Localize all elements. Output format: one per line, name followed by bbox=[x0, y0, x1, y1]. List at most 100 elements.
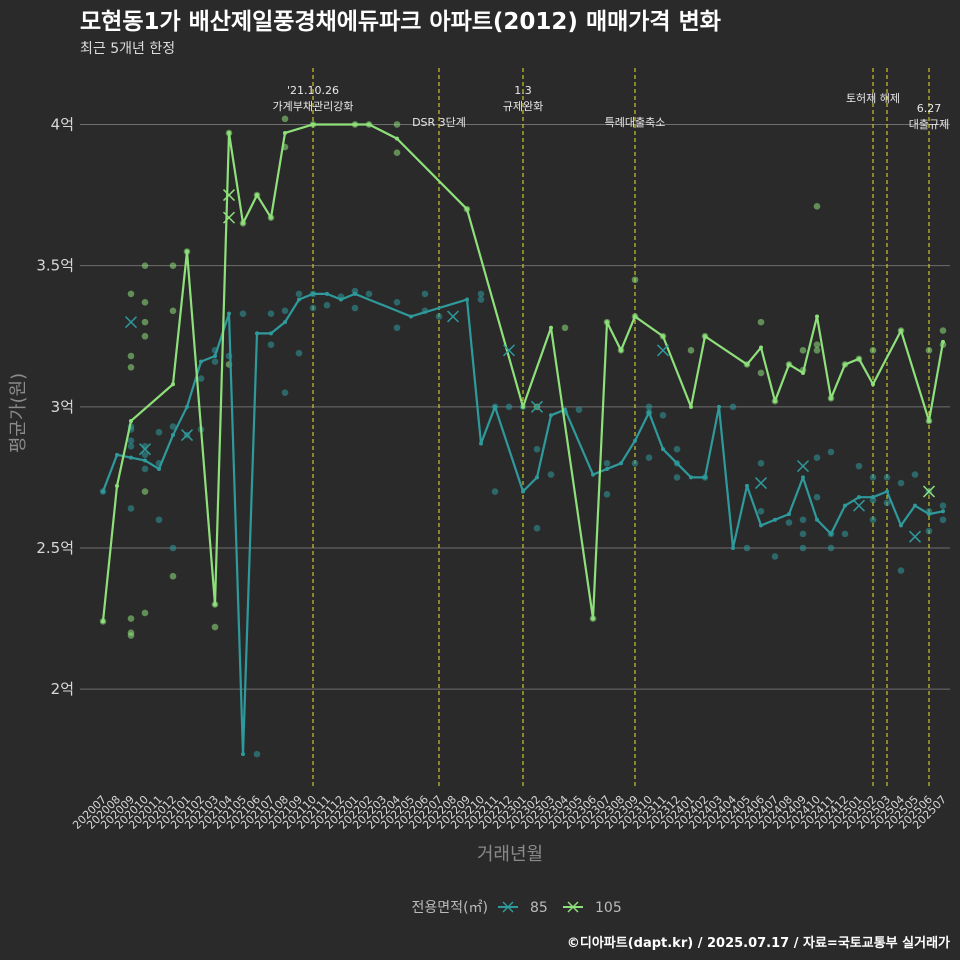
y-tick-label: 4억 bbox=[51, 115, 74, 133]
point-105 bbox=[141, 299, 149, 306]
point-105 bbox=[141, 609, 149, 617]
series-marker-85 bbox=[717, 404, 721, 409]
series-marker-85 bbox=[353, 291, 357, 296]
point-85 bbox=[127, 443, 135, 450]
y-tick-label: 2억 bbox=[51, 680, 74, 698]
point-105 bbox=[393, 149, 401, 157]
point-105 bbox=[869, 347, 877, 354]
cancelled-cross-icon-85 bbox=[754, 477, 768, 490]
series-marker-85 bbox=[213, 354, 217, 358]
series-marker-85 bbox=[773, 517, 777, 522]
series-marker-85 bbox=[675, 461, 679, 466]
point-85 bbox=[897, 567, 905, 574]
point-85 bbox=[785, 519, 793, 526]
series-marker-85 bbox=[185, 404, 189, 409]
series-marker-105 bbox=[857, 356, 861, 361]
point-105 bbox=[141, 262, 149, 269]
series-marker-105 bbox=[871, 382, 875, 387]
legend-item-85: 85 bbox=[498, 900, 548, 916]
series-marker-85 bbox=[227, 311, 231, 316]
cancelled-cross-icon-85 bbox=[502, 344, 516, 357]
series-marker-85 bbox=[157, 466, 161, 471]
series-marker-85 bbox=[745, 483, 749, 488]
series-marker-105 bbox=[171, 382, 175, 387]
point-105 bbox=[127, 632, 135, 639]
point-85 bbox=[841, 530, 849, 538]
point-85 bbox=[897, 479, 905, 487]
point-85 bbox=[827, 448, 835, 456]
series-marker-105 bbox=[213, 602, 217, 607]
y-axis-title: 평균가(원) bbox=[8, 373, 29, 453]
point-85 bbox=[673, 474, 681, 481]
point-85 bbox=[603, 491, 611, 498]
legend-cross-icon-85 bbox=[502, 901, 514, 913]
annotation-label: DSR 3단계 bbox=[412, 116, 466, 129]
series-marker-105 bbox=[521, 404, 525, 409]
point-105 bbox=[561, 324, 569, 332]
point-105 bbox=[631, 276, 639, 284]
point-85 bbox=[267, 310, 275, 317]
point-85 bbox=[855, 462, 863, 470]
point-85 bbox=[505, 403, 513, 411]
series-marker-85 bbox=[885, 489, 889, 494]
annotation-label: 1.3 bbox=[514, 84, 532, 97]
point-105 bbox=[925, 347, 933, 354]
chart-caption: ©디아파트(dapt.kr) / 2025.07.17 / 자료=국토교통부 실… bbox=[567, 935, 950, 951]
series-marker-85 bbox=[731, 546, 735, 550]
point-85 bbox=[939, 502, 947, 509]
legend-label-105: 105 bbox=[595, 900, 622, 916]
series-marker-105 bbox=[941, 339, 945, 344]
series-marker-85 bbox=[871, 495, 875, 500]
cancelled-cross-icon-85 bbox=[180, 429, 194, 442]
annotation-label: 가계부채관리강화 bbox=[273, 100, 354, 113]
point-85 bbox=[631, 459, 639, 467]
series-marker-85 bbox=[787, 512, 791, 517]
point-105 bbox=[687, 347, 695, 354]
point-105 bbox=[127, 352, 135, 360]
series-marker-85 bbox=[619, 461, 623, 466]
point-85 bbox=[645, 454, 653, 461]
cancelled-cross-icon-85 bbox=[908, 530, 922, 543]
series-marker-105 bbox=[241, 221, 245, 226]
legend-title: 전용면적(㎡) bbox=[412, 900, 488, 916]
series-marker-105 bbox=[899, 328, 903, 333]
point-105 bbox=[169, 262, 177, 269]
point-85 bbox=[477, 296, 485, 303]
point-85 bbox=[813, 493, 821, 501]
point-85 bbox=[351, 287, 359, 295]
legend-item-105: 105 bbox=[563, 900, 622, 916]
legend: 전용면적(㎡) 85 105 bbox=[412, 900, 622, 916]
annotation-label: 토허제 해제 bbox=[846, 91, 900, 105]
series-marker-85 bbox=[339, 297, 343, 302]
chart-subtitle: 최근 5개년 한정 bbox=[80, 41, 175, 57]
point-85 bbox=[883, 474, 891, 481]
point-85 bbox=[393, 299, 401, 306]
point-85 bbox=[421, 290, 429, 298]
series-marker-85 bbox=[311, 291, 315, 296]
series-marker-85 bbox=[703, 475, 707, 480]
annotation-label: 6.27 bbox=[917, 102, 942, 115]
point-85 bbox=[547, 471, 555, 478]
series-marker-85 bbox=[409, 314, 413, 319]
cancelled-cross-icon-85 bbox=[796, 460, 810, 473]
point-85 bbox=[771, 553, 779, 560]
point-105 bbox=[127, 615, 135, 622]
series-marker-105 bbox=[185, 249, 189, 254]
point-105 bbox=[141, 332, 149, 340]
point-85 bbox=[169, 544, 177, 552]
series-marker-105 bbox=[353, 122, 357, 127]
point-85 bbox=[883, 499, 891, 507]
point-85 bbox=[141, 465, 149, 473]
series-marker-105 bbox=[787, 362, 791, 367]
series-marker-85 bbox=[801, 475, 805, 480]
point-85 bbox=[603, 459, 611, 467]
series-marker-105 bbox=[395, 136, 399, 141]
x-axis-title: 거래년월 bbox=[477, 844, 543, 865]
point-105 bbox=[169, 572, 177, 580]
series-marker-85 bbox=[927, 512, 931, 517]
point-85 bbox=[911, 471, 919, 478]
point-85 bbox=[645, 403, 653, 411]
point-85 bbox=[197, 375, 205, 382]
point-85 bbox=[491, 488, 499, 495]
series-marker-105 bbox=[689, 404, 693, 409]
